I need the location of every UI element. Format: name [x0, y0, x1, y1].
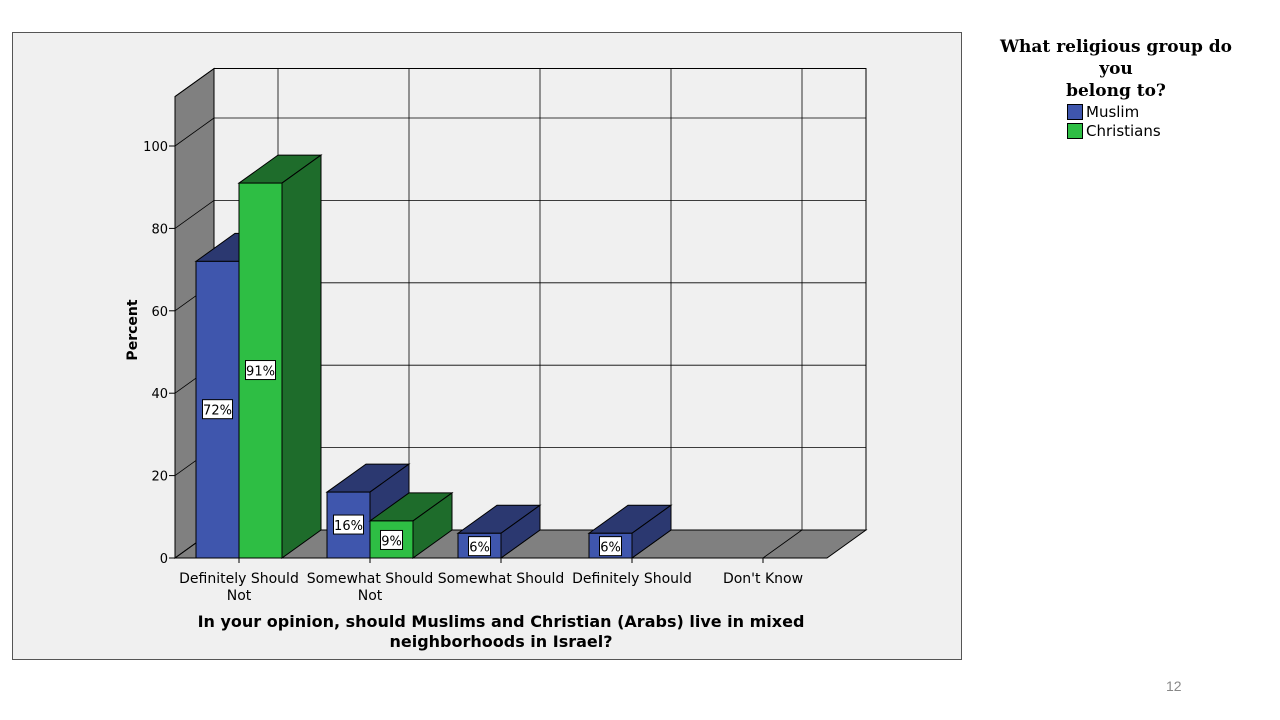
x-tick-label: Somewhat Should [307, 571, 434, 587]
data-label-box [380, 529, 403, 550]
bar-side [281, 154, 322, 559]
legend-item-christians: Christians [1067, 121, 1247, 140]
x-tick-label: Definitely Should [179, 571, 299, 587]
data-label-box [245, 360, 276, 381]
bar-chart: 72% 16% 6% 6% 91% 9% 0 20 40 60 80 100 Definitely S… [125, 67, 868, 651]
gridline [762, 529, 803, 559]
data-label-text: 6% [600, 541, 621, 556]
legend-item-muslim: Muslim [1067, 102, 1247, 121]
legend-label: Christians [1086, 121, 1161, 140]
gridline [174, 200, 215, 229]
legend-title-line: belong to? [1066, 81, 1166, 101]
legend: What religious group do you belong to? M… [985, 36, 1247, 140]
x-tick-label: Definitely Should [572, 571, 692, 587]
data-label-box [333, 514, 364, 535]
legend-title: What religious group do you belong to? [985, 36, 1247, 102]
x-tick-label: Not [227, 588, 252, 604]
page-number: 12 [1166, 678, 1182, 694]
y-tick-label: 100 [143, 140, 168, 155]
bar [237, 154, 323, 559]
data-label-box [468, 536, 491, 557]
gridline [174, 117, 215, 147]
legend-items: Muslim Christians [1067, 102, 1247, 140]
x-axis-title: neighborhoods in Israel? [389, 632, 612, 651]
data-label-text: 72% [203, 404, 232, 419]
data-label-box [599, 536, 622, 557]
chart-bars: 72% 16% 6% 6% 91% 9% [194, 154, 673, 559]
chart-frame: 72% 16% 6% 6% 91% 9% 0 20 40 60 80 100 Definitely S… [12, 32, 962, 660]
data-label: 6% [599, 536, 622, 557]
y-tick-label: 60 [151, 305, 168, 320]
y-tick-label: 20 [151, 470, 168, 485]
y-axis-title: Percent [125, 299, 141, 360]
legend-swatch-muslim [1067, 103, 1083, 120]
data-label: 72% [202, 399, 233, 420]
data-label: 91% [245, 360, 276, 381]
data-label-box [202, 399, 233, 420]
data-label: 16% [333, 514, 364, 535]
x-tick-label: Don't Know [723, 571, 803, 587]
data-label-text: 6% [469, 541, 490, 556]
legend-swatch-christians [1067, 122, 1083, 139]
data-label: 6% [468, 536, 491, 557]
x-tick-label: Not [358, 588, 383, 604]
y-tick-label: 0 [160, 552, 168, 567]
y-tick-label: 80 [151, 222, 168, 237]
data-label-text: 91% [246, 365, 275, 380]
data-label: 9% [380, 529, 403, 550]
gridline [174, 68, 215, 97]
data-label-text: 9% [381, 534, 402, 549]
legend-title-line: What religious group do you [999, 37, 1233, 79]
data-label-text: 16% [334, 519, 363, 534]
x-tick-label: Somewhat Should [438, 571, 565, 587]
legend-label: Muslim [1086, 102, 1140, 121]
y-tick-label: 40 [151, 387, 168, 402]
x-axis-title: In your opinion, should Muslims and Chri… [198, 612, 805, 631]
